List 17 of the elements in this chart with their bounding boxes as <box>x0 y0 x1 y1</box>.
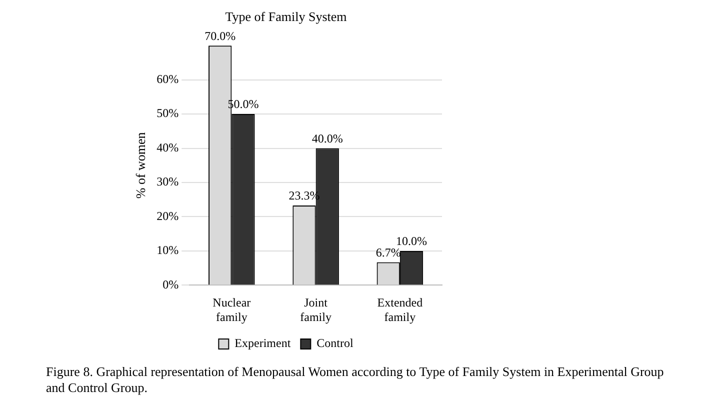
data-label: 40.0% <box>312 131 343 146</box>
y-tick-label: 60% <box>156 72 179 86</box>
y-tick-label: 50% <box>156 106 179 120</box>
y-tick-label: 20% <box>156 208 179 223</box>
legend-label: Control <box>316 336 354 350</box>
y-tick-label: 40% <box>156 140 179 154</box>
y-axis-title: % of women <box>133 132 148 199</box>
y-tick-label: 0% <box>162 277 179 292</box>
data-label: 70.0% <box>204 28 236 43</box>
x-tick-label: Extended family <box>377 296 423 324</box>
x-tick-label: Nuclear family <box>212 296 251 324</box>
legend-label: Experiment <box>234 336 292 350</box>
y-tick-label: 10% <box>156 243 179 258</box>
x-tick-label: Joint family <box>300 296 332 324</box>
y-tick-label: 30% <box>156 174 179 189</box>
caption: Figure 8. Graphical representation of Menopausal Women according to Type of Family System in Experimental Group and Control Group. <box>46 364 665 396</box>
chart-title: Type of Family System <box>225 9 347 24</box>
